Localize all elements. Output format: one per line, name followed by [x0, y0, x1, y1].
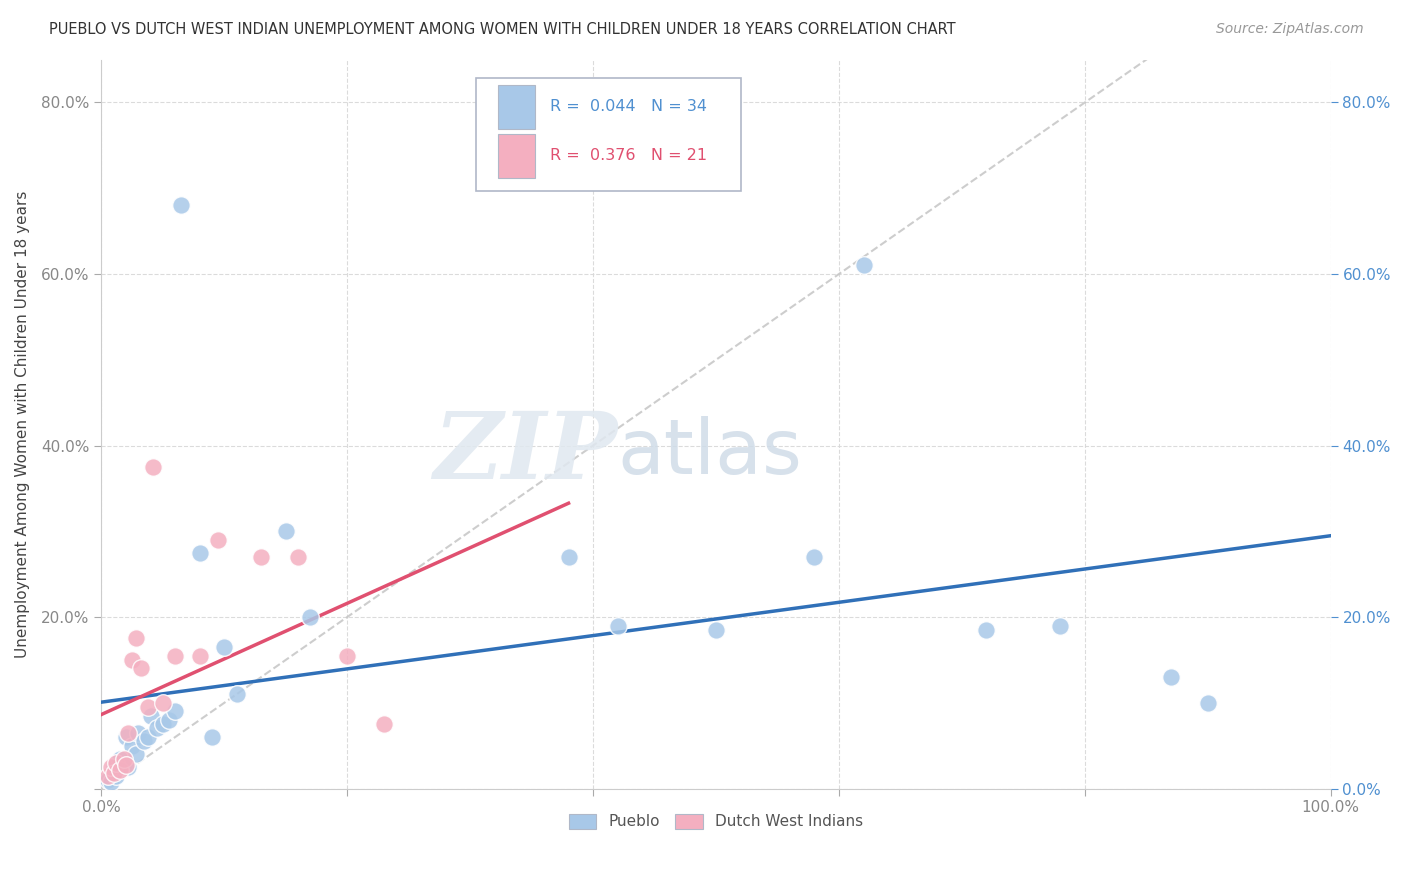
Point	[125, 632, 148, 646]
Point	[142, 459, 165, 474]
Point	[157, 713, 180, 727]
Point	[557, 549, 579, 564]
Point	[214, 640, 236, 654]
Point	[152, 696, 174, 710]
Point	[100, 760, 122, 774]
Point	[105, 769, 128, 783]
Point	[287, 549, 309, 564]
Text: R =  0.044   N = 34: R = 0.044 N = 34	[550, 100, 707, 114]
Point	[188, 648, 211, 663]
Point	[108, 751, 131, 765]
Point	[134, 734, 156, 748]
Y-axis label: Unemployment Among Women with Children Under 18 years: Unemployment Among Women with Children U…	[15, 190, 30, 657]
Point	[115, 730, 138, 744]
Point	[274, 524, 297, 539]
Point	[165, 648, 187, 663]
Point	[152, 717, 174, 731]
Point	[115, 757, 138, 772]
Point	[117, 726, 139, 740]
Point	[129, 661, 152, 675]
Point	[606, 618, 628, 632]
Point	[127, 726, 149, 740]
Point	[170, 198, 193, 212]
Point	[1049, 618, 1071, 632]
Point	[225, 687, 247, 701]
FancyBboxPatch shape	[477, 78, 741, 191]
FancyBboxPatch shape	[499, 85, 536, 128]
Point	[100, 774, 122, 789]
Point	[112, 751, 135, 765]
Point	[207, 533, 229, 547]
Point	[112, 760, 135, 774]
Text: PUEBLO VS DUTCH WEST INDIAN UNEMPLOYMENT AMONG WOMEN WITH CHILDREN UNDER 18 YEAR: PUEBLO VS DUTCH WEST INDIAN UNEMPLOYMENT…	[49, 22, 956, 37]
Point	[299, 610, 322, 624]
Point	[117, 760, 139, 774]
Point	[976, 623, 998, 637]
Point	[704, 623, 727, 637]
Point	[1197, 696, 1219, 710]
Point	[136, 730, 159, 744]
Point	[97, 772, 120, 787]
Point	[103, 760, 125, 774]
Text: ZIP: ZIP	[433, 409, 617, 499]
Point	[336, 648, 359, 663]
Point	[136, 700, 159, 714]
Text: R =  0.376   N = 21: R = 0.376 N = 21	[550, 148, 707, 163]
Point	[97, 769, 120, 783]
Point	[201, 730, 224, 744]
Point	[139, 708, 162, 723]
Point	[165, 704, 187, 718]
Point	[103, 766, 125, 780]
Point	[188, 546, 211, 560]
Point	[145, 722, 167, 736]
Point	[1160, 670, 1182, 684]
Text: atlas: atlas	[617, 417, 803, 491]
Point	[803, 549, 825, 564]
Point	[852, 259, 875, 273]
Text: Source: ZipAtlas.com: Source: ZipAtlas.com	[1216, 22, 1364, 37]
FancyBboxPatch shape	[499, 134, 536, 178]
Point	[250, 549, 273, 564]
Point	[373, 717, 395, 731]
Point	[121, 653, 143, 667]
Point	[105, 756, 128, 770]
Point	[121, 739, 143, 753]
Legend: Pueblo, Dutch West Indians: Pueblo, Dutch West Indians	[562, 808, 869, 836]
Point	[125, 747, 148, 762]
Point	[108, 763, 131, 777]
